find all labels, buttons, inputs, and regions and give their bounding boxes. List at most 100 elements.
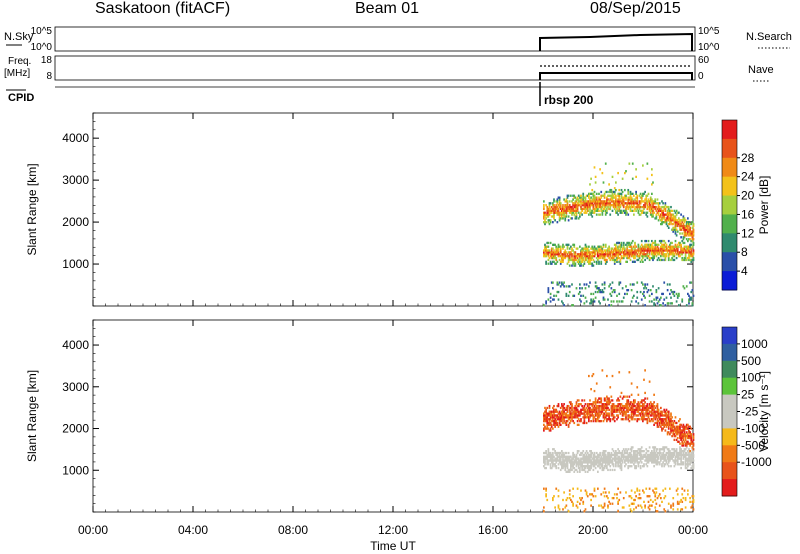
heatmap-cell bbox=[570, 498, 572, 502]
heatmap-cell bbox=[671, 434, 673, 438]
heatmap-cell bbox=[589, 200, 591, 203]
heatmap-cell bbox=[645, 457, 648, 460]
heatmap-cell bbox=[576, 461, 579, 464]
heatmap-cell bbox=[689, 247, 691, 250]
heatmap-cell bbox=[601, 468, 604, 472]
heatmap-cell bbox=[624, 188, 626, 192]
heatmap-cell bbox=[547, 258, 550, 262]
heatmap-cell bbox=[599, 404, 601, 408]
heatmap-cell bbox=[570, 412, 572, 415]
heatmap-cell bbox=[554, 465, 556, 468]
heatmap-cell bbox=[617, 451, 619, 455]
heatmap-cell bbox=[581, 412, 583, 415]
heatmap-cell bbox=[635, 453, 637, 457]
heatmap-cell bbox=[548, 419, 551, 423]
heatmap-cell bbox=[663, 281, 666, 284]
heatmap-cell bbox=[568, 421, 571, 425]
heatmap-cell bbox=[627, 448, 630, 451]
heatmap-cell bbox=[636, 489, 639, 492]
heatmap-cell bbox=[651, 213, 653, 216]
heatmap-cell bbox=[606, 374, 608, 378]
y-tick-label: 3000 bbox=[62, 173, 89, 187]
heatmap-cell bbox=[691, 221, 694, 224]
heatmap-cell bbox=[592, 463, 595, 466]
heatmap-cell bbox=[662, 249, 664, 252]
heatmap-cell bbox=[562, 302, 564, 305]
heatmap-cell bbox=[583, 457, 586, 460]
heatmap-cell bbox=[574, 459, 577, 462]
heatmap-cell bbox=[657, 287, 660, 290]
heatmap-cell bbox=[629, 406, 632, 410]
heatmap-cell bbox=[571, 283, 573, 286]
heatmap-cell bbox=[628, 453, 631, 457]
heatmap-cell bbox=[601, 211, 604, 214]
heatmap-cell bbox=[656, 461, 659, 464]
heatmap-cell bbox=[664, 487, 667, 490]
heatmap-cell bbox=[546, 205, 549, 209]
heatmap-cell bbox=[615, 455, 617, 458]
heatmap-cell bbox=[553, 419, 555, 423]
heatmap-cell bbox=[594, 466, 597, 470]
heatmap-cell bbox=[572, 194, 574, 197]
heatmap-cell bbox=[690, 455, 693, 458]
heatmap-cell bbox=[544, 211, 546, 214]
heatmap-cell bbox=[628, 255, 631, 258]
heatmap-cell bbox=[667, 416, 670, 419]
heatmap-cell bbox=[572, 410, 574, 413]
heatmap-cell bbox=[590, 451, 592, 455]
heatmap-cell bbox=[651, 202, 653, 205]
heatmap-cell bbox=[556, 453, 559, 457]
heatmap-cell bbox=[680, 249, 682, 252]
heatmap-cell bbox=[667, 423, 670, 426]
heatmap-cell bbox=[616, 418, 618, 421]
heatmap-cell bbox=[588, 204, 590, 207]
heatmap-cell bbox=[581, 468, 583, 472]
heatmap-cell bbox=[603, 495, 606, 498]
heatmap-cell bbox=[571, 412, 573, 415]
heatmap-cell bbox=[656, 258, 659, 262]
heatmap-cell bbox=[576, 416, 579, 419]
heatmap-cell bbox=[680, 243, 682, 246]
heatmap-cell bbox=[591, 300, 594, 303]
heatmap-cell bbox=[611, 502, 614, 505]
heatmap-cell bbox=[608, 245, 610, 248]
heatmap-cell bbox=[543, 255, 545, 258]
heatmap-cell bbox=[609, 213, 612, 216]
heatmap-cell bbox=[544, 249, 546, 252]
heatmap-cell bbox=[600, 249, 603, 252]
heatmap-cell bbox=[684, 506, 687, 509]
heatmap-cell bbox=[601, 209, 604, 212]
heatmap-cell bbox=[627, 289, 630, 292]
heatmap-cell bbox=[673, 434, 676, 438]
heatmap-cell bbox=[555, 294, 558, 297]
heatmap-cell bbox=[681, 440, 684, 443]
heatmap-cell bbox=[657, 461, 660, 464]
heatmap-cell bbox=[646, 457, 649, 460]
heatmap-cell bbox=[653, 241, 655, 245]
heatmap-cell bbox=[607, 451, 609, 455]
heatmap-cell bbox=[559, 247, 562, 250]
heatmap-cell bbox=[592, 419, 595, 423]
heatmap-cell bbox=[590, 498, 592, 502]
heatmap-cell bbox=[626, 403, 628, 406]
heatmap-cell bbox=[616, 457, 618, 460]
heatmap-cell bbox=[673, 429, 676, 432]
heatmap-cell bbox=[692, 459, 695, 462]
heatmap-cell bbox=[574, 211, 577, 214]
heatmap-cell bbox=[546, 406, 549, 410]
heatmap-cell bbox=[646, 397, 649, 400]
heatmap-cell bbox=[653, 457, 655, 460]
heatmap-cell bbox=[624, 196, 626, 199]
heatmap-cell bbox=[603, 466, 606, 470]
heatmap-cell bbox=[593, 410, 596, 413]
heatmap-cell bbox=[653, 304, 655, 307]
heatmap-cell bbox=[619, 205, 622, 209]
heatmap-cell bbox=[651, 251, 653, 254]
heatmap-cell bbox=[595, 200, 598, 203]
heatmap-cell bbox=[662, 292, 664, 296]
heatmap-cell bbox=[689, 453, 691, 457]
heatmap-cell bbox=[577, 217, 580, 220]
heatmap-cell bbox=[564, 466, 567, 470]
heatmap-cell bbox=[594, 495, 597, 498]
heatmap-cell bbox=[640, 408, 643, 411]
